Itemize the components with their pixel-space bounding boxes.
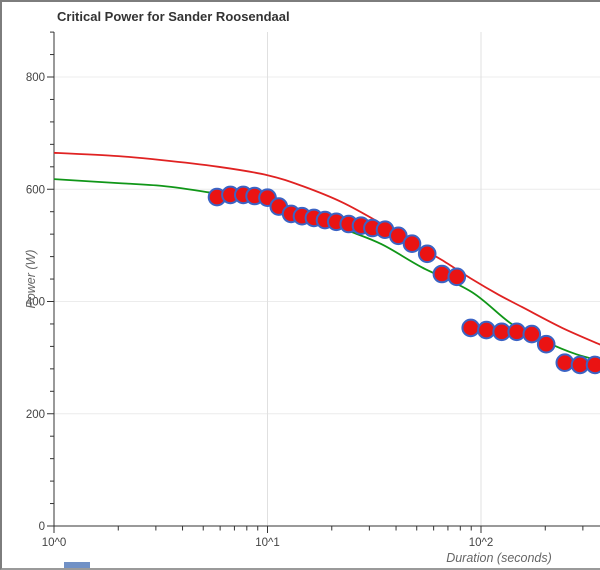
data-point[interactable] [585,355,600,375]
y-axis-title: Power (W) [24,249,38,309]
x-tick-label: 10^0 [42,537,67,549]
data-point[interactable] [555,353,575,373]
data-point[interactable] [507,322,527,342]
x-tick-label: 10^1 [255,537,280,549]
y-tick-label: 200 [26,409,45,421]
data-point[interactable] [461,318,481,338]
data-point[interactable] [417,244,437,264]
x-axis-title: Duration (seconds) [446,551,552,565]
data-point[interactable] [447,267,467,287]
model-fit-red [53,151,600,346]
y-tick-label: 800 [26,72,45,84]
data-point[interactable] [402,234,422,253]
x-tick-label: 10^2 [469,537,494,549]
data-point[interactable] [477,320,496,340]
data-point[interactable] [522,324,542,344]
data-point[interactable] [389,226,408,246]
chart-title: Critical Power for Sander Roosendaal [57,9,290,24]
y-tick-label: 600 [26,184,45,196]
data-point[interactable] [536,334,556,354]
partially-visible-button-fragment[interactable] [64,562,90,568]
y-tick-label: 400 [26,297,45,309]
y-tick-label: 0 [39,521,45,533]
data-point[interactable] [432,264,452,284]
